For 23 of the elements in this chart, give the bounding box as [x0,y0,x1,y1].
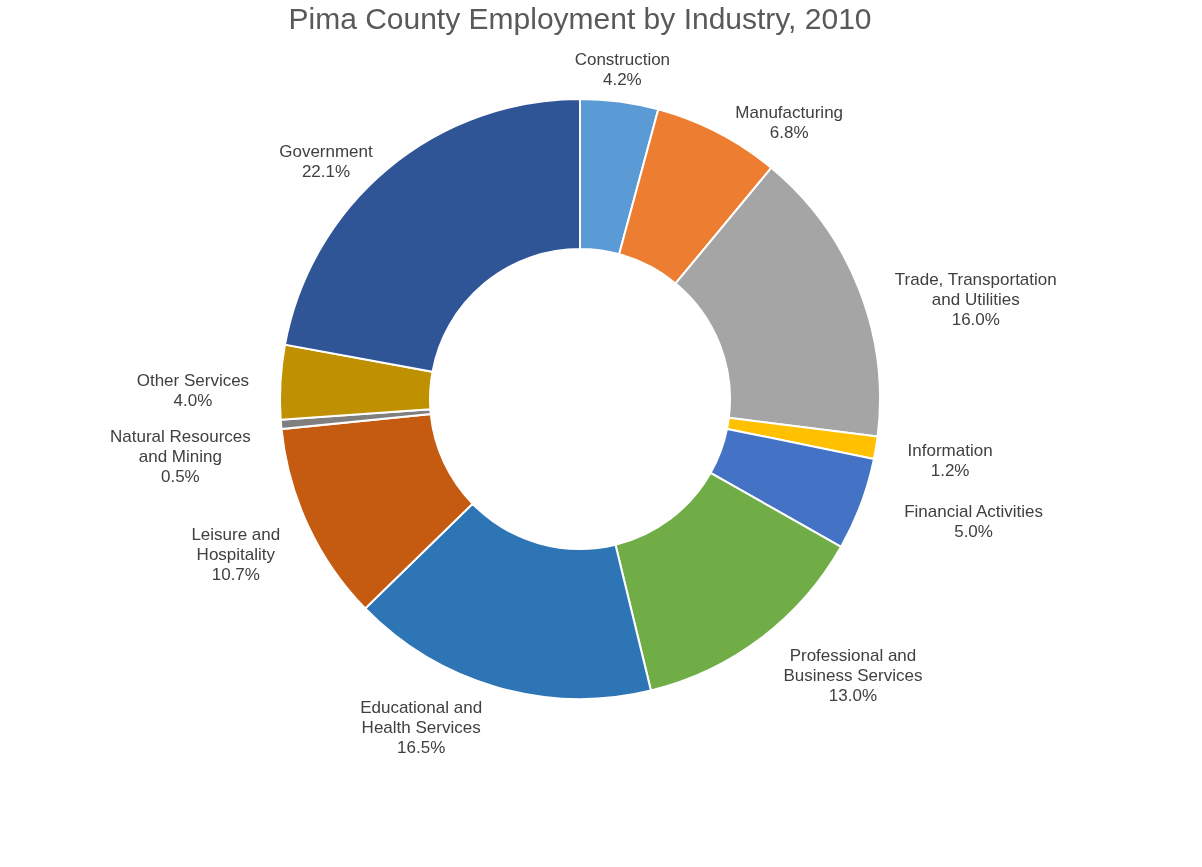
slice-label: Leisure and Hospitality [191,525,281,565]
slice-label: Construction [574,49,671,69]
data-label: 0.5% [160,466,200,486]
slice-label: Financial Activities [904,501,1044,521]
slice-label: Natural Resources and Mining [109,426,251,466]
data-label: 4.0% [173,390,213,410]
data-label: 5.0% [954,521,993,541]
data-label: 6.8% [769,123,809,143]
data-label: 16.0% [951,310,1000,330]
data-label: 4.2% [602,69,642,89]
slice-label: Manufacturing [735,103,844,123]
slice-label: Information [907,441,993,461]
slice-label: Government [279,141,374,161]
slice-label: Trade, Transportation and Utilities [894,270,1057,310]
data-label: 22.1% [301,161,351,181]
chart-title: Pima County Employment by Industry, 2010 [288,2,872,35]
data-label: 13.0% [828,685,878,705]
slice-label: Educational and Health Services [360,698,483,738]
data-label: 10.7% [211,565,260,585]
data-label: 16.5% [397,738,446,758]
slice-label: Professional and Business Services [783,645,923,685]
slice-label: Other Services [136,370,250,390]
data-label: 1.2% [930,461,970,481]
